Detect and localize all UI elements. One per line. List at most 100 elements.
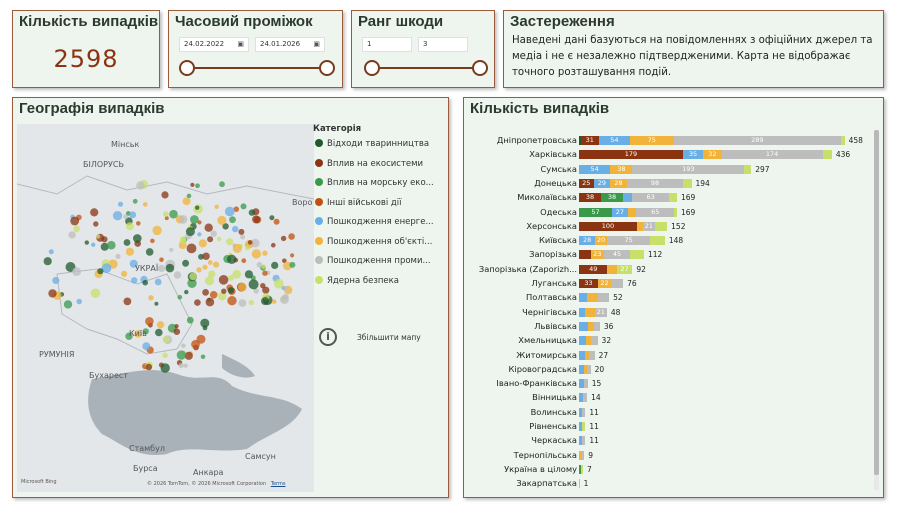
map-marker[interactable]	[248, 299, 255, 306]
map-marker[interactable]	[251, 238, 260, 248]
map-marker[interactable]	[209, 291, 218, 299]
map-marker[interactable]	[244, 270, 253, 279]
bar-segment[interactable]: 23	[590, 250, 604, 260]
map-marker[interactable]	[207, 236, 214, 243]
bar-segment[interactable]	[579, 407, 583, 417]
map-marker[interactable]	[280, 295, 289, 304]
map-marker[interactable]	[148, 295, 154, 301]
bar-segment[interactable]: 179	[579, 150, 683, 160]
map-marker[interactable]	[190, 182, 195, 187]
bar-segment[interactable]	[579, 436, 583, 446]
map-marker[interactable]	[142, 279, 148, 286]
legend-item[interactable]: Пошкодження об'єкті...	[315, 236, 432, 247]
map-marker[interactable]	[194, 299, 201, 306]
map-marker[interactable]	[219, 181, 225, 188]
bar-segment[interactable]	[668, 193, 677, 203]
bar-segment[interactable]: 38	[601, 193, 624, 203]
legend-item[interactable]: Пошкодження енерге...	[315, 217, 434, 227]
bar-segment[interactable]	[579, 136, 581, 145]
map-marker[interactable]	[180, 236, 187, 243]
map-marker[interactable]	[196, 267, 202, 273]
map-marker[interactable]	[100, 242, 109, 251]
map-marker[interactable]	[214, 204, 219, 209]
map-marker[interactable]	[233, 206, 240, 212]
bar-segment[interactable]	[610, 279, 624, 288]
damage-from-input[interactable]: 1	[362, 37, 412, 52]
bar-segment[interactable]: 38	[610, 164, 633, 174]
map-marker[interactable]	[63, 300, 73, 309]
map-marker[interactable]	[169, 247, 174, 252]
map-marker[interactable]	[271, 261, 279, 269]
map-marker[interactable]	[173, 328, 181, 335]
map-terms-link[interactable]: Terms	[270, 481, 286, 487]
damage-slider-track[interactable]	[372, 67, 480, 69]
info-icon[interactable]: i	[319, 328, 337, 346]
map-marker[interactable]	[162, 211, 169, 217]
map-marker[interactable]	[161, 191, 169, 199]
map-marker[interactable]	[240, 234, 246, 240]
bar-segment[interactable]: 38	[579, 193, 602, 203]
map-marker[interactable]	[76, 298, 82, 305]
map-marker[interactable]	[162, 336, 170, 343]
map-marker[interactable]	[247, 240, 253, 245]
map-marker[interactable]	[93, 221, 99, 227]
bar-segment[interactable]	[581, 450, 585, 460]
map-marker[interactable]	[186, 316, 194, 324]
map-marker[interactable]	[198, 253, 204, 260]
map-marker[interactable]	[202, 252, 210, 260]
map-marker[interactable]	[185, 227, 195, 237]
map-marker[interactable]	[176, 350, 187, 360]
map-marker[interactable]	[145, 317, 154, 326]
map-marker[interactable]	[186, 193, 192, 199]
map-marker[interactable]	[43, 257, 52, 266]
map-marker[interactable]	[174, 324, 179, 329]
map-marker[interactable]	[271, 299, 277, 304]
map-marker[interactable]	[133, 234, 142, 243]
bar-segment[interactable]	[579, 393, 584, 403]
map-marker[interactable]	[150, 238, 155, 244]
map-marker[interactable]	[164, 216, 169, 221]
bar-segment[interactable]: 31	[580, 136, 599, 145]
bar-segment[interactable]	[581, 422, 586, 431]
map-marker[interactable]	[273, 278, 284, 289]
map-marker[interactable]	[143, 202, 148, 207]
map-marker[interactable]	[160, 363, 170, 373]
map-marker[interactable]	[208, 270, 216, 278]
map-marker[interactable]	[283, 261, 292, 271]
bar-chart-scrollbar[interactable]	[874, 130, 879, 490]
map-marker[interactable]	[197, 220, 202, 225]
map-marker[interactable]	[196, 334, 206, 344]
bar-segment[interactable]: 27	[612, 207, 628, 217]
bar-segment[interactable]: 54	[579, 164, 611, 174]
calendar-icon[interactable]: ▣	[313, 40, 320, 48]
map-marker[interactable]	[227, 287, 235, 294]
map-marker[interactable]	[177, 294, 183, 300]
map-marker[interactable]	[101, 263, 112, 274]
map-marker[interactable]	[129, 259, 138, 268]
map-marker[interactable]	[90, 288, 101, 298]
bar-segment[interactable]: 32	[703, 150, 722, 160]
map-marker[interactable]	[112, 211, 123, 221]
map-marker[interactable]	[184, 289, 189, 295]
bar-segment[interactable]	[579, 422, 582, 431]
map-marker[interactable]	[269, 215, 275, 221]
map-marker[interactable]	[84, 240, 90, 245]
map-marker[interactable]	[218, 275, 229, 285]
map-marker[interactable]	[90, 208, 99, 217]
map-marker[interactable]	[271, 242, 276, 248]
map-marker[interactable]	[248, 279, 259, 290]
map-marker[interactable]	[125, 222, 134, 231]
map-marker[interactable]	[70, 216, 80, 226]
map-marker[interactable]	[183, 363, 188, 368]
damage-slider-end-handle[interactable]	[472, 60, 488, 76]
map-marker[interactable]	[195, 205, 200, 210]
bar-segment[interactable]	[683, 178, 692, 188]
map-marker[interactable]	[48, 249, 54, 255]
map-marker[interactable]	[189, 272, 197, 281]
map-marker[interactable]	[262, 270, 268, 276]
bar-segment[interactable]: 98	[626, 178, 684, 188]
bar-segment[interactable]	[579, 250, 591, 260]
map-marker[interactable]	[256, 261, 263, 268]
map-marker[interactable]	[173, 271, 182, 279]
bar-segment[interactable]: 63	[632, 193, 669, 203]
